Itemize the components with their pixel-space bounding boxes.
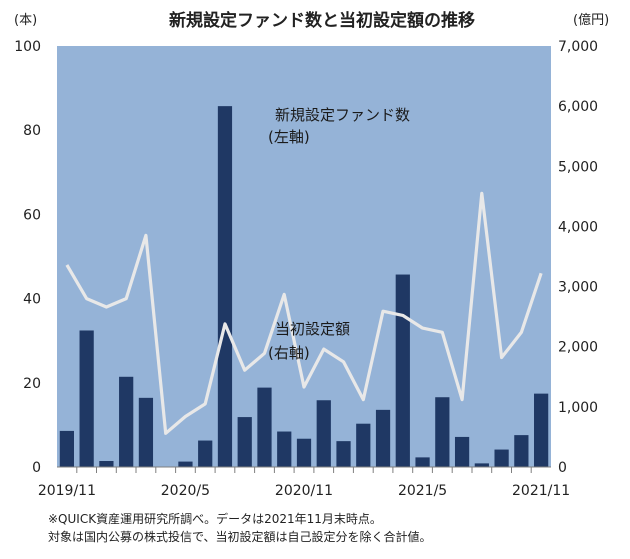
bar-annotation-axis: (右軸): [268, 344, 310, 362]
right-tick-label: 2,000: [558, 340, 598, 356]
bar-2020/8: [237, 417, 252, 467]
x-tick-label: 2020/5: [161, 483, 210, 499]
bar-2021/9: [494, 449, 509, 467]
bar-2021/1: [336, 441, 351, 467]
right-tick-label: 1,000: [558, 400, 598, 416]
x-tick-label: 2019/11: [38, 483, 96, 499]
left-axis-unit: (本): [14, 13, 37, 28]
bar-2021/3: [375, 409, 391, 467]
bar-2021/10: [514, 435, 529, 467]
right-axis-ticks: 7,000 6,000 5,000 4,000 3,000 2,000 1,000 0: [558, 39, 598, 476]
left-tick-label: 20: [23, 376, 41, 392]
bar-2020/5: [178, 461, 193, 467]
bar-2021/2: [356, 423, 371, 467]
line-series: [65, 191, 543, 435]
line-annotation-name: 新規設定ファンド数: [275, 106, 410, 124]
bar-2019/11: [59, 430, 74, 467]
bar-2020/10: [277, 431, 292, 467]
left-tick-label: 80: [23, 123, 41, 139]
right-axis-unit: (億円): [573, 12, 609, 28]
left-axis-ticks: 100 80 60 40 20 0: [14, 39, 41, 476]
bar-annotation-name: 当初設定額: [275, 320, 350, 338]
bar-2020/12: [316, 400, 331, 467]
bar-2021/11: [534, 393, 549, 467]
bar-2020/11: [296, 438, 312, 467]
bar-2021/5: [415, 457, 430, 467]
left-tick-label: 100: [14, 39, 41, 55]
x-tick-label: 2020/11: [275, 483, 333, 499]
left-tick-label: 0: [32, 460, 41, 476]
right-tick-label: 5,000: [558, 159, 598, 175]
right-tick-label: 3,000: [558, 280, 598, 296]
bar-2020/2: [119, 376, 134, 467]
bar-2020/3: [138, 397, 154, 467]
right-tick-label: 0: [558, 460, 567, 476]
right-tick-label: 4,000: [558, 219, 598, 235]
scope-note: 対象は国内公募の株式投信で、当初設定額は自己設定分を除く合計値。: [48, 530, 432, 544]
x-tick-label: 2021/11: [512, 483, 570, 499]
x-axis-ticks: 2019/11 2020/5 2020/11 2021/5 2021/11: [38, 467, 570, 499]
right-tick-label: 7,000: [558, 39, 598, 55]
x-tick-label: 2021/5: [398, 483, 447, 499]
bar-2021/8: [474, 463, 489, 467]
right-tick-label: 6,000: [558, 99, 598, 115]
left-tick-label: 60: [23, 207, 41, 223]
bar-2019/12: [79, 330, 94, 467]
bar-2021/7: [454, 436, 470, 467]
left-tick-label: 40: [23, 292, 41, 308]
bar-2020/7: [217, 106, 233, 467]
bar-series: [59, 106, 549, 467]
bar-2020/1: [99, 460, 114, 467]
line-annotation-axis: (左軸): [268, 128, 310, 146]
bar-2021/6: [435, 397, 450, 467]
bar-2020/6: [198, 440, 213, 467]
source-note: ※QUICK資産運用研究所調べ。データは2021年11月末時点。: [48, 512, 382, 526]
chart-title: 新規設定ファンド数と当初設定額の推移: [169, 10, 475, 31]
bar-2020/9: [257, 387, 272, 467]
bar-2021/4: [395, 274, 410, 467]
